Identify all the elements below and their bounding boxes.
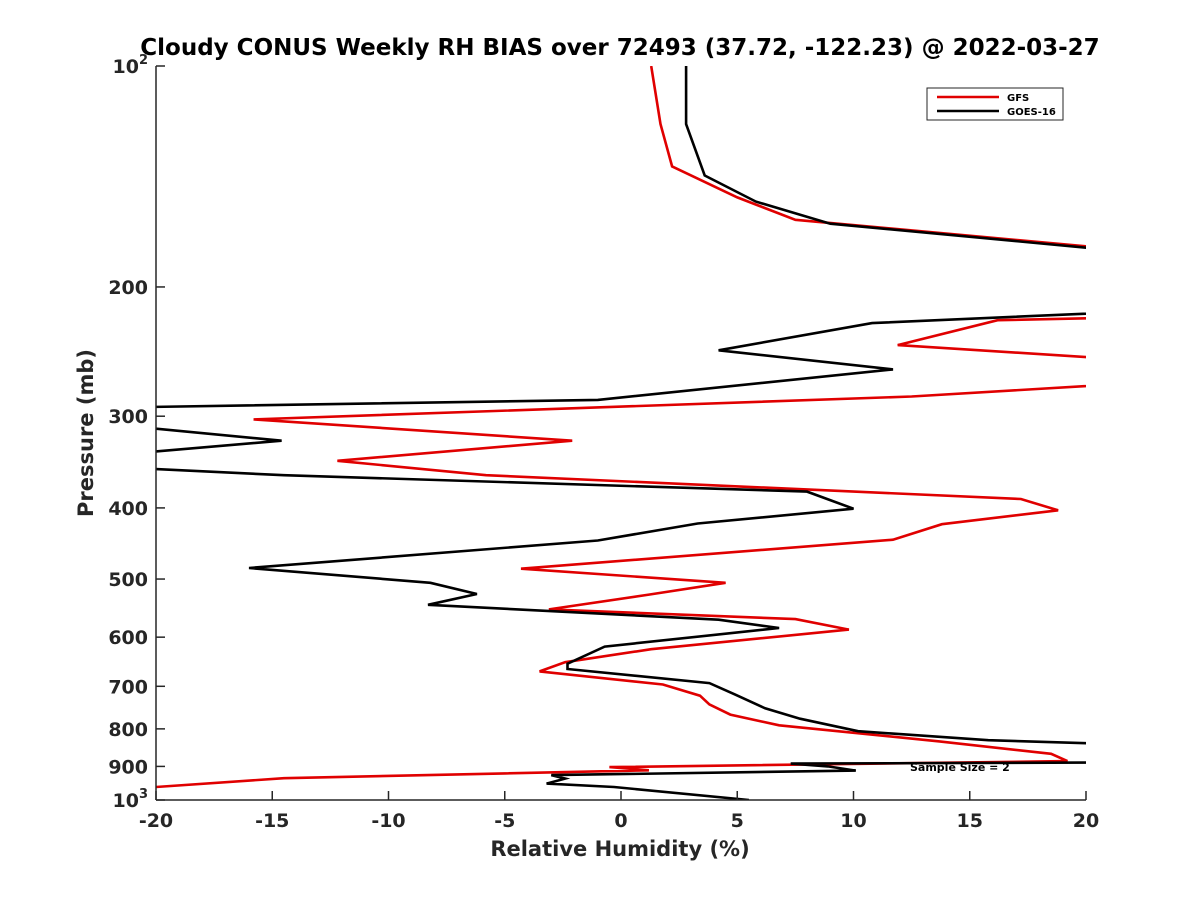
- series-layer: [156, 66, 1086, 800]
- series-line-goes-16: [156, 66, 1086, 800]
- x-tick-label: 20: [1073, 810, 1099, 832]
- legend-box: [926, 87, 1064, 121]
- x-tick-label: 5: [731, 810, 744, 832]
- y-tick-label: 500: [108, 569, 148, 591]
- x-tick-label: 10: [840, 810, 866, 832]
- y-tick-label: 700: [108, 676, 148, 698]
- y-ticks: 102 200 300 400 500 600 700 800 900 103: [108, 53, 165, 812]
- x-tick-label: 0: [614, 810, 627, 832]
- series-line-gfs: [156, 66, 1086, 789]
- legend-label-gfs: GFS: [1007, 93, 1029, 104]
- x-tick-label: -10: [371, 810, 405, 832]
- y-tick-label: 300: [108, 406, 148, 428]
- y-tick-label: 800: [108, 719, 148, 741]
- chart-title: Cloudy CONUS Weekly RH BIAS over 72493 (…: [140, 35, 1099, 61]
- x-axis-label: Relative Humidity (%): [490, 837, 749, 861]
- x-tick-label: 15: [957, 810, 983, 832]
- y-tick-label: 600: [108, 627, 148, 649]
- x-tick-label: -15: [255, 810, 289, 832]
- sample-size-annotation: Sample Size = 2: [910, 761, 1010, 774]
- y-tick-label: 200: [108, 277, 148, 299]
- legend-label-goes-16: GOES-16: [1007, 107, 1056, 118]
- x-tick-label: -5: [494, 810, 515, 832]
- y-tick-label: 102: [113, 53, 149, 78]
- x-tick-label: -20: [139, 810, 173, 832]
- legend: GFS GOES-16: [926, 87, 1064, 121]
- y-tick-label: 900: [108, 756, 148, 778]
- y-axis-label: Pressure (mb): [74, 349, 98, 517]
- y-tick-label: 103: [113, 787, 149, 812]
- y-tick-label: 400: [108, 498, 148, 520]
- x-ticks: -20 -15 -10 -5 0 5 10 15 20: [139, 791, 1099, 832]
